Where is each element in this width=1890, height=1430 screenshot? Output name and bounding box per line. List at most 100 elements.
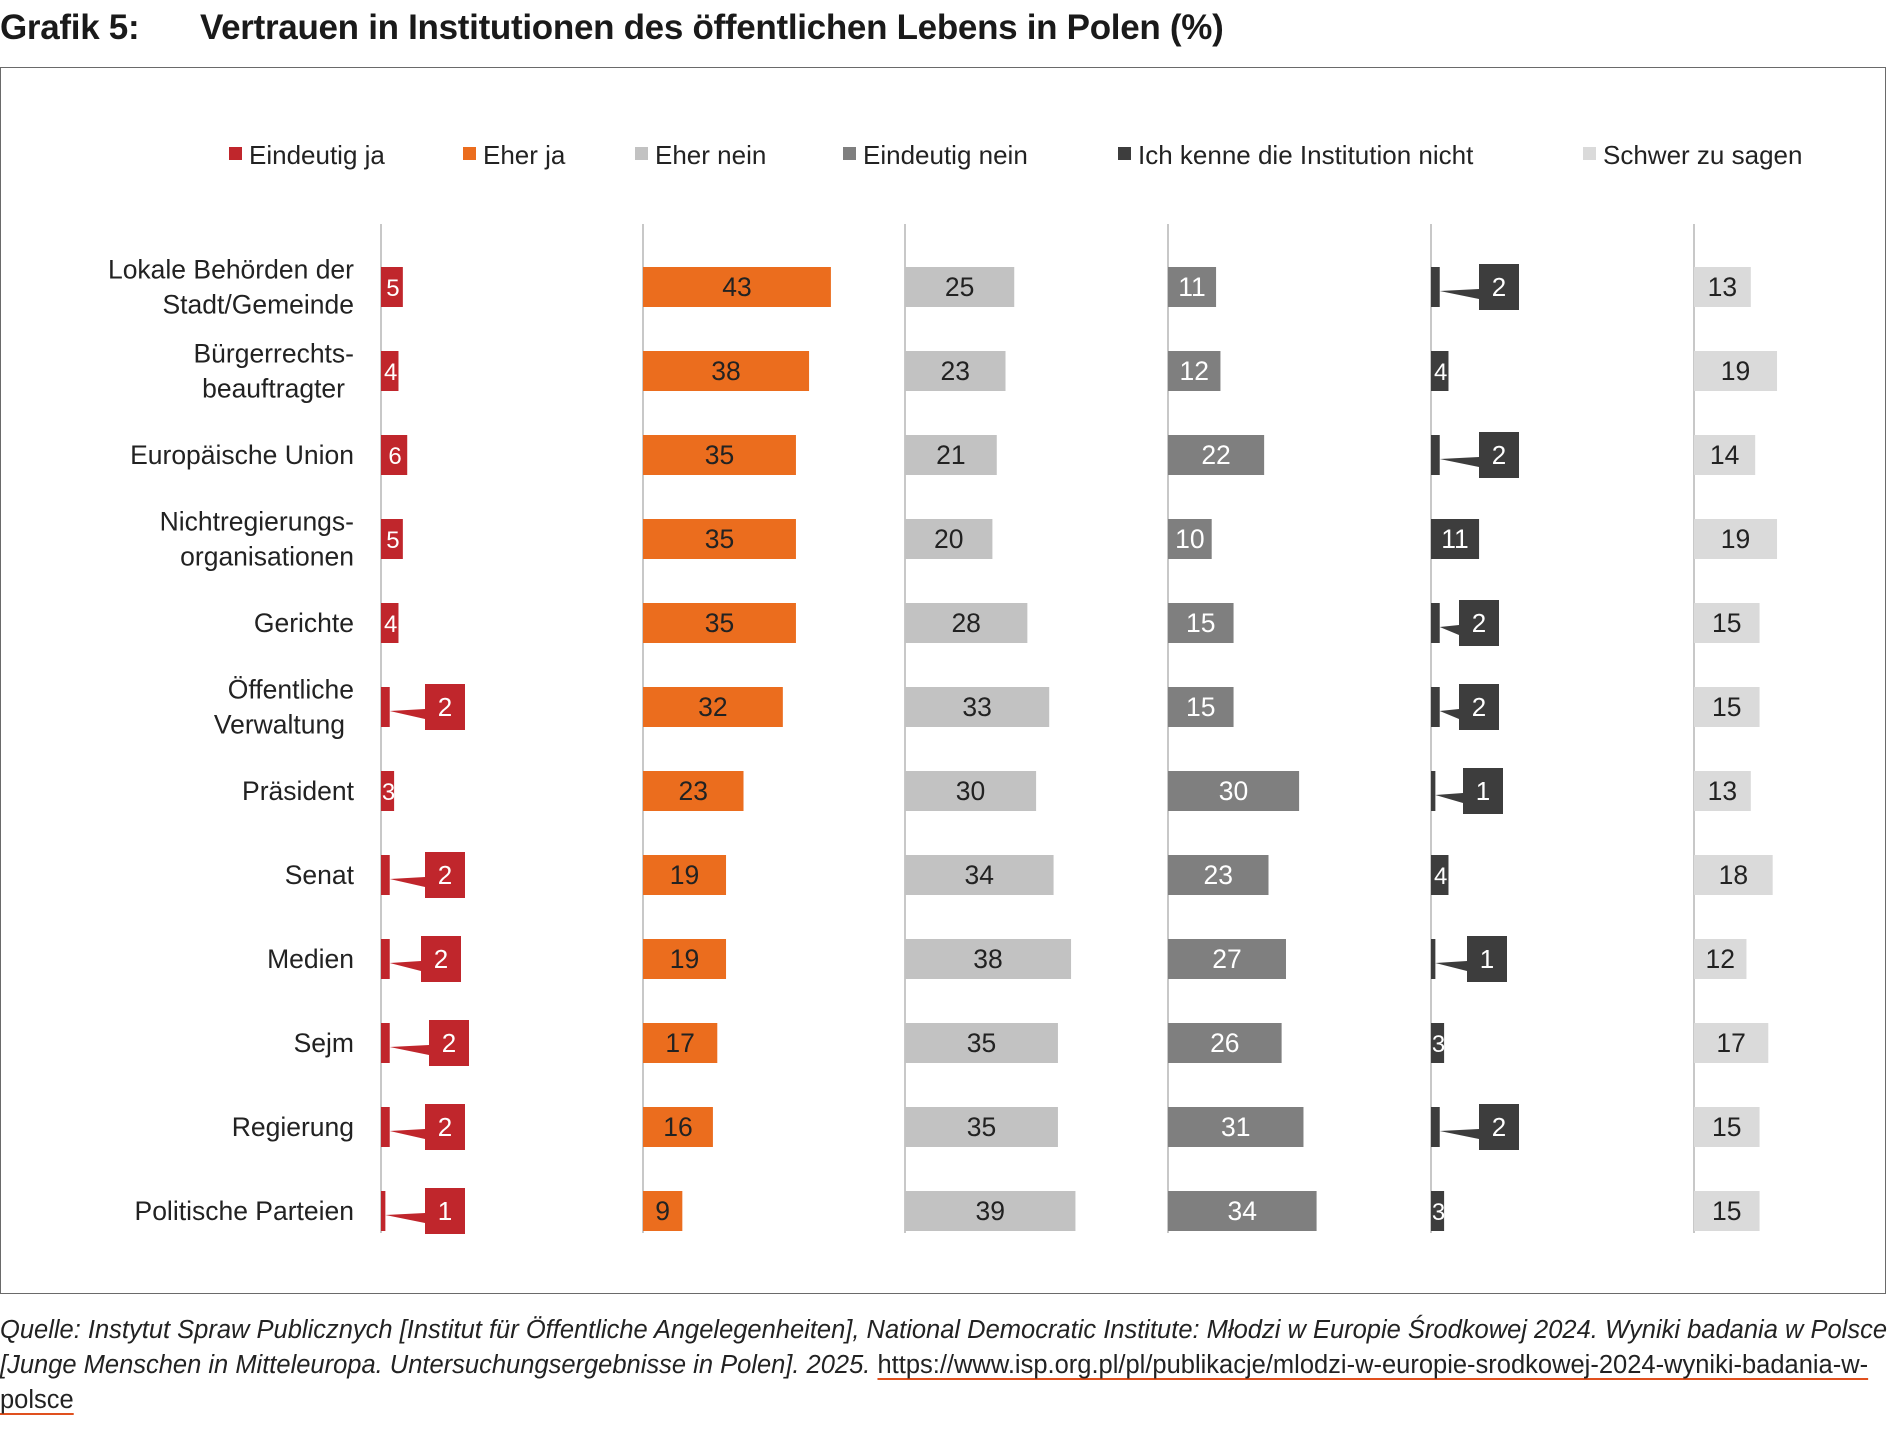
data-callout-box [425,684,465,730]
legend-label-eher-ja: Eher ja [483,140,566,170]
category-label: Medien [267,944,354,974]
chart-frame: Eindeutig ja Eher ja Eher nein Eindeutig ne… [0,67,1886,1294]
category-label: Bürgerrechts-beauftragter [193,339,354,404]
data-label: 32 [698,692,727,722]
bar-eher-ja [643,351,810,391]
data-label: 20 [934,524,963,554]
legend-swatch-schwer-zu-sagen [1583,147,1596,160]
legend-swatch-eher-nein [635,147,648,160]
bar-schwer-zu-sagen [1694,267,1751,307]
bar-schwer-zu-sagen [1694,687,1760,727]
bar-eher-nein [905,771,1037,811]
legend-swatch-ich-kenne-die-institution-nicht [1118,147,1131,160]
data-label: 2 [1492,272,1506,302]
bar-eher-ja [643,435,796,475]
data-callout-pointer [1439,289,1479,299]
data-callout-box [421,936,461,982]
data-label: 22 [1201,440,1230,470]
bar-schwer-zu-sagen [1694,939,1747,979]
bar-eindeutig-nein [1168,1023,1282,1063]
data-callout-pointer [1435,793,1463,803]
source-text: Quelle: Instytut Spraw Publicznych [Inst… [0,1316,1887,1379]
data-label: 5 [386,275,399,302]
source-link[interactable]: https://www.isp.org.pl/pl/publikacje/mlo… [0,1351,1869,1414]
legend-swatch-eher-ja [463,147,476,160]
data-label: 15 [1712,692,1741,722]
data-label: 14 [1710,440,1739,470]
bar-schwer-zu-sagen [1694,771,1751,811]
bar-schwer-zu-sagen [1694,603,1760,643]
data-callout-pointer [389,1045,429,1055]
data-label: 28 [951,608,980,638]
data-label: 23 [941,356,970,386]
data-label: 34 [1228,1196,1257,1226]
data-label: 35 [967,1028,996,1058]
data-label: 39 [975,1196,1004,1226]
category-label: Politische Parteien [135,1196,354,1226]
data-callout-box [1479,432,1519,478]
bar-ich-kenne-die-institution-nicht [1431,519,1480,559]
bar-eher-ja [643,519,796,559]
bar-ich-kenne-die-institution-nicht [1431,435,1440,475]
bar-eher-ja [643,267,831,307]
chart-svg: Eindeutig ja Eher ja Eher nein Eindeutig ne… [108,140,1802,1234]
data-label: 13 [1708,272,1737,302]
data-label: 27 [1212,944,1241,974]
bar-eher-ja [643,771,744,811]
category-label: Gerichte [254,608,354,638]
category-label: Präsident [242,776,355,806]
legend-swatch-eindeutig-ja [229,147,242,160]
data-label: 2 [434,944,448,974]
data-callout-box [1467,936,1507,982]
data-callout-box [1479,264,1519,310]
data-label: 2 [1472,608,1486,638]
data-callout-box [425,852,465,898]
bar-eher-ja [643,1191,683,1231]
bar-eindeutig-ja [381,519,403,559]
data-label: 16 [663,1112,692,1142]
figure-label: Grafik 5: [0,8,140,47]
data-label: 43 [722,272,751,302]
category-label: Senat [285,860,355,890]
bar-eher-nein [905,519,993,559]
data-label: 19 [1721,356,1750,386]
data-label: 6 [388,443,401,470]
data-label: 26 [1210,1028,1239,1058]
data-callout-box [1459,600,1499,646]
bar-eher-nein [905,939,1072,979]
bar-eher-ja [643,939,727,979]
data-label: 15 [1712,1196,1741,1226]
data-callout-pointer [1439,1129,1479,1139]
bar-eindeutig-nein [1168,351,1221,391]
data-label: 15 [1712,608,1741,638]
legend-label-eindeutig-ja: Eindeutig ja [249,140,385,170]
data-label: 30 [1219,776,1248,806]
data-label: 2 [1472,692,1486,722]
data-label: 2 [1492,1112,1506,1142]
category-label: Regierung [232,1112,354,1142]
data-label: 5 [386,527,399,554]
bar-eindeutig-nein [1168,519,1212,559]
data-label: 3 [1432,1199,1445,1226]
bar-ich-kenne-die-institution-nicht [1431,603,1440,643]
bar-ich-kenne-die-institution-nicht [1431,267,1440,307]
data-label: 19 [1721,524,1750,554]
data-callout-pointer [385,1213,425,1223]
bar-eindeutig-nein [1168,1191,1317,1231]
bar-eher-nein [905,351,1006,391]
data-label: 15 [1186,692,1215,722]
bar-eher-nein [905,603,1028,643]
bar-eindeutig-ja [381,855,390,895]
bar-eher-nein [905,1107,1058,1147]
bar-eindeutig-ja [381,351,399,391]
data-label: 21 [936,440,965,470]
data-label: 2 [438,860,452,890]
data-label: 2 [442,1028,456,1058]
bar-eher-nein [905,435,997,475]
data-label: 3 [1432,1031,1445,1058]
data-label: 35 [705,440,734,470]
bar-eher-ja [643,603,796,643]
legend-label-schwer-zu-sagen: Schwer zu sagen [1603,140,1802,170]
bar-eher-nein [905,855,1054,895]
bar-schwer-zu-sagen [1694,1023,1769,1063]
